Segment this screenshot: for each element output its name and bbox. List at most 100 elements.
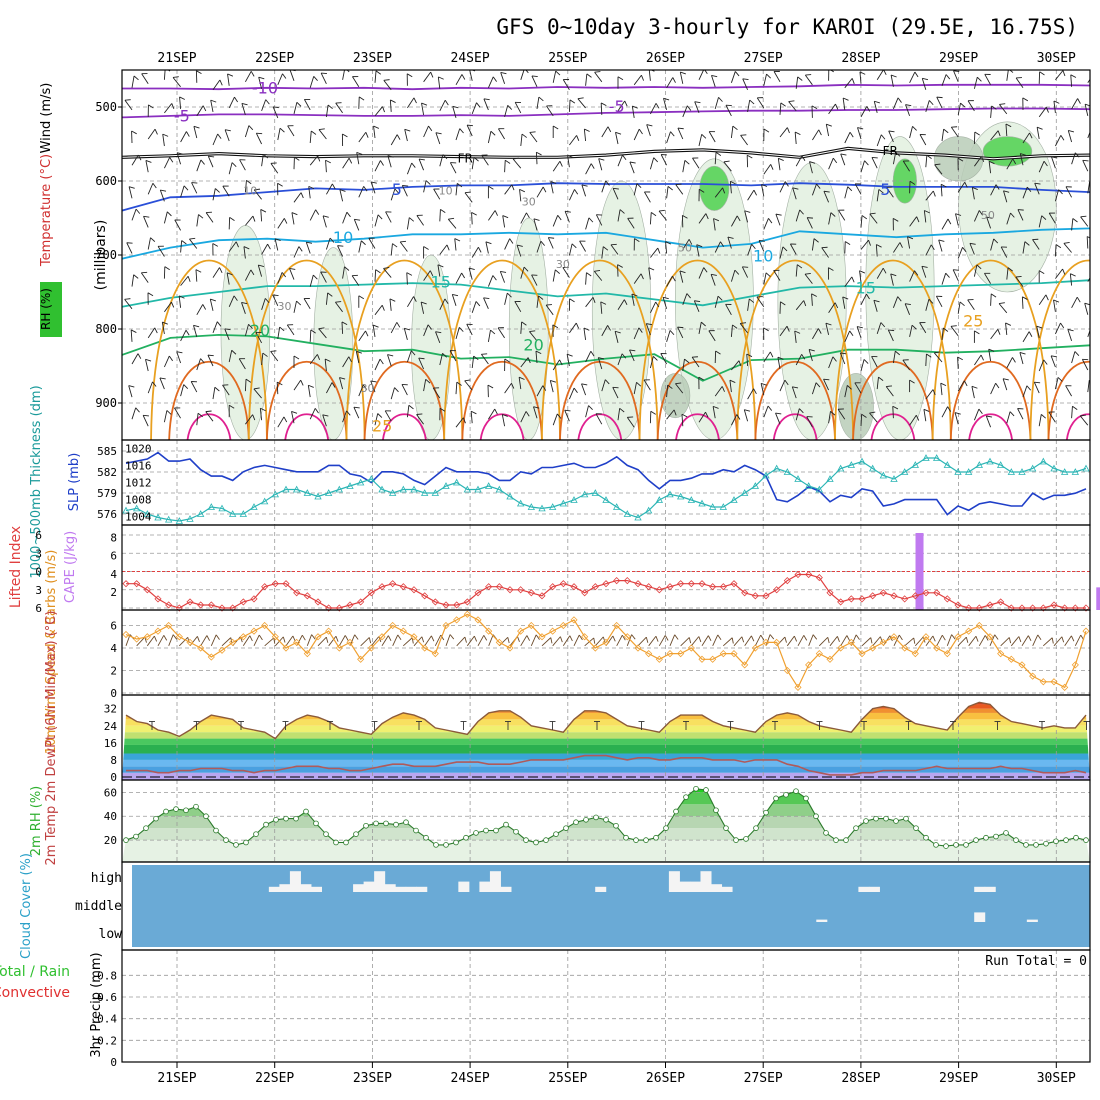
wind-barb [729,379,736,393]
wind-barb [795,76,803,89]
wind-barb [601,325,611,337]
temp-band [122,738,1090,745]
thickness-marker [612,503,621,510]
wind-barb [504,292,512,305]
rh-marker [943,843,949,849]
bottom-date-label: 23SEP [353,1071,392,1086]
rh-marker [423,834,429,841]
surface-wind-barb [1032,634,1042,646]
wind-barb [536,186,547,198]
wind-barb [1038,294,1049,306]
wind-barb [286,324,295,336]
wind-barb [418,357,425,370]
rh-marker [293,815,299,822]
wind-barb [309,408,319,420]
thickness-marker [346,482,354,489]
wind-barb [984,272,991,284]
wind-barb [812,129,822,141]
high-cloud-bar [489,871,501,892]
wind-barb [303,298,311,310]
cloud-axis-label: Cloud Cover (%) [19,853,34,959]
thickness-tick-label: 576 [97,508,117,521]
lifted-index-marker [901,595,909,603]
wind-barb [1087,379,1090,393]
wind-barb [464,379,473,391]
wind-barb [1054,377,1063,390]
wind-barb [675,382,684,394]
lifted-index-marker [922,589,930,597]
rh-marker [973,837,979,843]
high-cloud-bar [974,886,986,892]
thickness-marker [378,485,386,493]
wind-barb [731,360,742,371]
wind-speed-marker [591,644,599,652]
wind-barb [374,358,384,371]
thickness-marker [516,499,525,507]
wind-barb [941,218,952,230]
rh-contour-label: 10 [439,185,453,198]
lifted-index-marker [175,604,183,612]
wind-barb [825,123,832,137]
wind-barb [614,330,621,344]
wind-barb [238,358,246,370]
wind-speed-marker [911,650,919,658]
bottom-date-label: 30SEP [1037,1071,1076,1086]
wind-barb [844,385,852,398]
high-cloud-bar [363,881,375,892]
wind-barb [777,157,784,171]
thickness-marker [175,517,184,524]
wind-speed-marker [1061,683,1069,691]
thickness-marker [580,490,589,498]
wind-barb [714,241,725,253]
lifted-index-marker [1082,604,1090,612]
wind-barb [550,181,557,194]
wind-barb [581,184,588,197]
wind-barb [792,187,799,200]
lifted-index-cape-panel: 6 3 0 3 6 2 4 6 8 Lifted Index CAPE (J/kg) [8,524,1100,615]
thickness-marker [303,489,312,496]
wind-barb [277,218,288,229]
thickness-marker [164,515,173,523]
surface-wind-barb [1064,635,1075,647]
wind-barb [585,272,592,285]
wind-barb [595,413,603,425]
wind-barb [562,79,570,91]
wind-speed-marker [271,633,279,641]
wind-barb [967,299,975,311]
wind-barb [552,324,559,337]
wind-barb [487,329,496,342]
wind-barb [583,327,590,340]
lifted-index-marker [549,583,557,591]
rh-marker [983,834,989,841]
wind-barb [763,327,769,340]
wind-barb [498,128,505,140]
thickness-tick-label: 582 [97,466,117,479]
wind-barb [974,156,985,167]
surface-wind-barb [957,636,969,647]
wind-barb [585,297,596,308]
wind-barb [714,187,726,198]
isotherm-line [122,107,1090,119]
thickness-marker [740,489,749,496]
wind-barb [276,381,283,395]
wind-barb [439,209,446,222]
wind-barb [176,152,183,165]
wind-barb [270,350,279,362]
wind-barb [844,241,851,254]
surface-wind-barb [808,634,818,646]
high-cloud-bar [679,881,691,892]
wind-barb [487,76,497,88]
lifted-index-marker [858,595,866,603]
wind-barb [1022,385,1032,398]
wind-barb [126,242,133,254]
wind-barb [612,187,619,200]
wind-barb [1038,359,1048,372]
surface-wind-barb [648,635,659,647]
upper-air-plot: -10 -5 -5 FR FR 5 5 10 10 15 15 20 20 25 25 10 10 30 30 30 3… [122,70,1090,440]
high-cloud-bar [374,871,386,892]
isotherm-label: -10 [252,79,278,98]
lifted-index-marker [687,580,695,588]
surface-wind-barb [786,635,798,647]
wind-barb [629,161,636,174]
